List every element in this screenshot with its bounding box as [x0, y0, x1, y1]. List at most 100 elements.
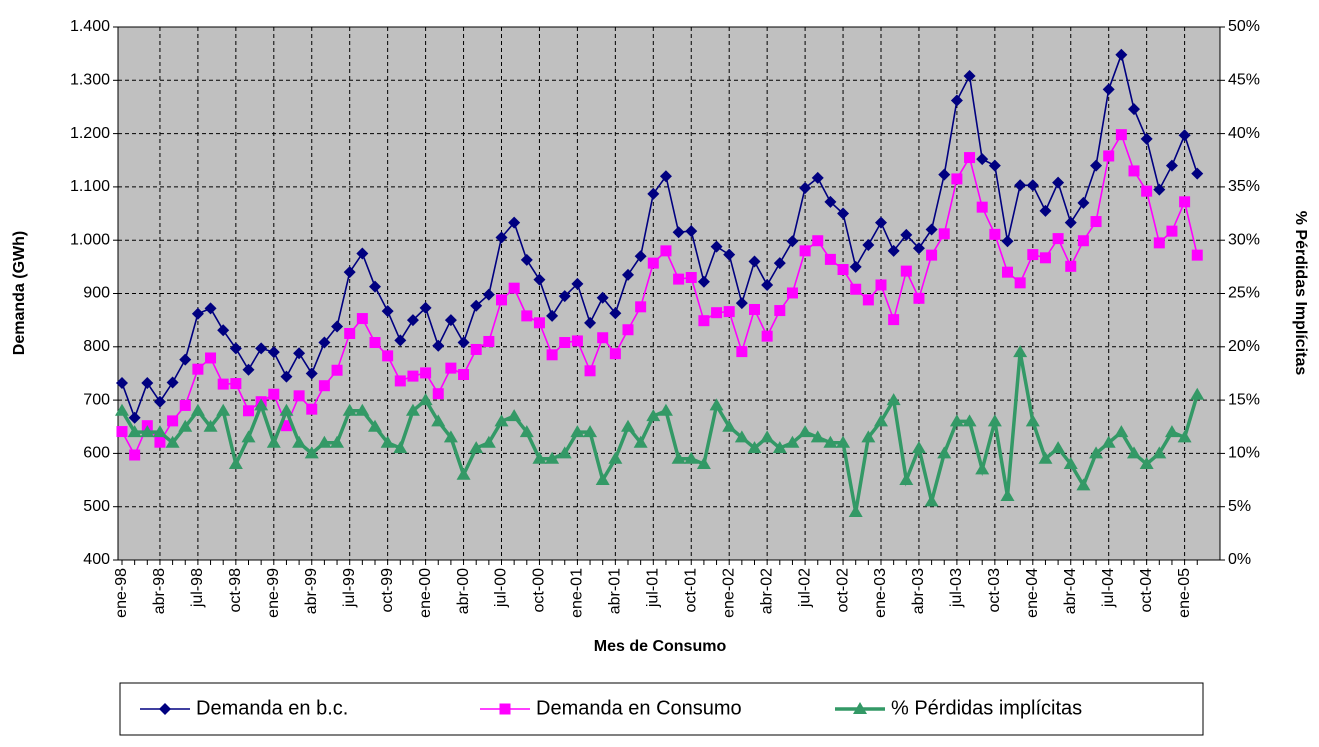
diamond-marker — [343, 266, 356, 279]
diamond-marker — [938, 168, 951, 181]
triangle-marker — [1025, 414, 1040, 427]
legend-marker — [159, 703, 171, 715]
diamond-marker — [280, 370, 293, 383]
triangle-marker — [317, 435, 332, 448]
triangle-marker — [355, 403, 370, 416]
diamond-marker — [1191, 167, 1204, 180]
triangle-marker — [557, 446, 572, 459]
diamond-marker — [495, 231, 508, 244]
square-marker — [546, 349, 558, 361]
square-marker — [951, 173, 963, 185]
triangle-marker — [266, 435, 281, 448]
square-marker — [812, 235, 824, 247]
square-marker — [660, 245, 672, 257]
diamond-marker — [1102, 83, 1115, 96]
diamond-marker — [900, 228, 913, 241]
diamond-marker — [179, 353, 192, 366]
plot-area — [117, 26, 1221, 561]
legend-label: Demanda en Consumo — [536, 697, 742, 719]
y2-axis-label: % Pérdidas Implícitas — [1292, 211, 1309, 376]
square-marker — [900, 265, 912, 277]
triangle-marker — [330, 435, 345, 448]
square-marker — [458, 369, 470, 381]
x-tick-label: jul-04 — [1100, 568, 1117, 608]
x-tick-label: oct-00 — [531, 568, 548, 613]
square-marker — [508, 282, 520, 294]
diamond-marker — [811, 171, 824, 184]
diamond-marker — [887, 244, 900, 257]
square-marker — [584, 365, 596, 377]
triangle-marker — [823, 435, 838, 448]
square-marker — [837, 264, 849, 276]
square-marker — [862, 294, 874, 306]
square-marker — [571, 335, 583, 347]
triangle-marker — [760, 430, 775, 443]
square-marker — [698, 315, 710, 327]
triangle-marker — [570, 425, 585, 438]
x-tick-label: ene-04 — [1024, 568, 1041, 618]
diamond-marker — [1178, 129, 1191, 142]
diamond-marker — [912, 242, 925, 255]
square-marker — [736, 346, 748, 358]
triangle-marker — [836, 435, 851, 448]
triangle-marker — [1063, 457, 1078, 470]
square-marker — [685, 272, 697, 284]
square-marker — [913, 292, 925, 304]
square-marker — [318, 380, 330, 392]
y-tick-label: 800 — [83, 338, 110, 355]
x-tick-label: abr-98 — [151, 568, 168, 614]
triangle-marker — [431, 414, 446, 427]
triangle-marker — [633, 435, 648, 448]
square-marker — [1179, 196, 1191, 208]
triangle-marker — [178, 419, 193, 432]
triangle-marker — [165, 435, 180, 448]
square-marker — [597, 332, 609, 344]
y2-tick-label: 30% — [1228, 231, 1260, 248]
diamond-marker — [710, 240, 723, 253]
triangle-marker — [709, 398, 724, 411]
diamond-marker — [950, 94, 963, 107]
square-marker — [1128, 165, 1140, 177]
diamond-marker — [748, 255, 761, 268]
y-tick-label: 1.300 — [70, 72, 110, 89]
square-marker — [179, 399, 191, 411]
triangle-marker — [722, 419, 737, 432]
triangle-marker — [456, 467, 471, 480]
square-marker — [116, 426, 128, 438]
y2-tick-label: 50% — [1228, 18, 1260, 35]
triangle-marker — [1177, 430, 1192, 443]
triangle-marker — [962, 414, 977, 427]
diamond-marker — [773, 257, 786, 270]
triangle-marker — [583, 425, 598, 438]
y-tick-label: 500 — [83, 498, 110, 515]
triangle-marker — [987, 414, 1002, 427]
x-tick-label: ene-98 — [113, 568, 130, 618]
legend-marker — [499, 703, 511, 715]
diamond-marker — [1090, 159, 1103, 172]
diamond-marker — [875, 216, 887, 229]
diamond-marker — [1140, 132, 1153, 145]
square-marker — [268, 388, 280, 400]
triangle-marker — [216, 403, 231, 416]
diamond-marker — [520, 253, 533, 266]
diamond-marker — [116, 377, 128, 390]
x-tick-label: abr-02 — [758, 568, 775, 614]
x-tick-label: oct-99 — [379, 568, 396, 613]
diamond-marker — [305, 367, 318, 380]
square-marker — [1065, 260, 1077, 272]
diamond-marker — [976, 153, 989, 166]
diamond-marker — [1001, 235, 1014, 248]
diamond-marker — [457, 336, 470, 349]
square-marker — [167, 415, 179, 427]
diamond-marker — [672, 226, 685, 239]
y-axis-label: Demanda (GWh) — [11, 231, 28, 355]
y-tick-label: 1.200 — [70, 125, 110, 142]
triangle-marker — [911, 441, 926, 454]
triangle-marker — [418, 393, 433, 406]
diamond-marker — [356, 247, 369, 260]
triangle-marker — [127, 425, 142, 438]
triangle-marker — [671, 451, 686, 464]
square-marker — [888, 314, 900, 326]
y-tick-label: 600 — [83, 445, 110, 462]
diamond-marker — [204, 302, 217, 315]
